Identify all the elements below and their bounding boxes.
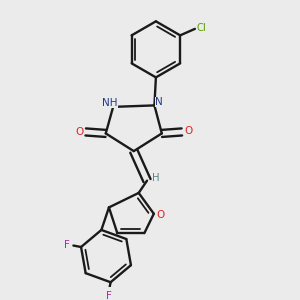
Text: O: O <box>75 127 83 137</box>
Text: H: H <box>152 173 160 183</box>
Text: NH: NH <box>102 98 118 108</box>
Text: F: F <box>106 291 112 300</box>
Text: O: O <box>185 126 193 136</box>
Text: Cl: Cl <box>197 23 207 33</box>
Text: N: N <box>155 97 163 107</box>
Text: F: F <box>64 240 70 250</box>
Text: O: O <box>156 210 164 220</box>
